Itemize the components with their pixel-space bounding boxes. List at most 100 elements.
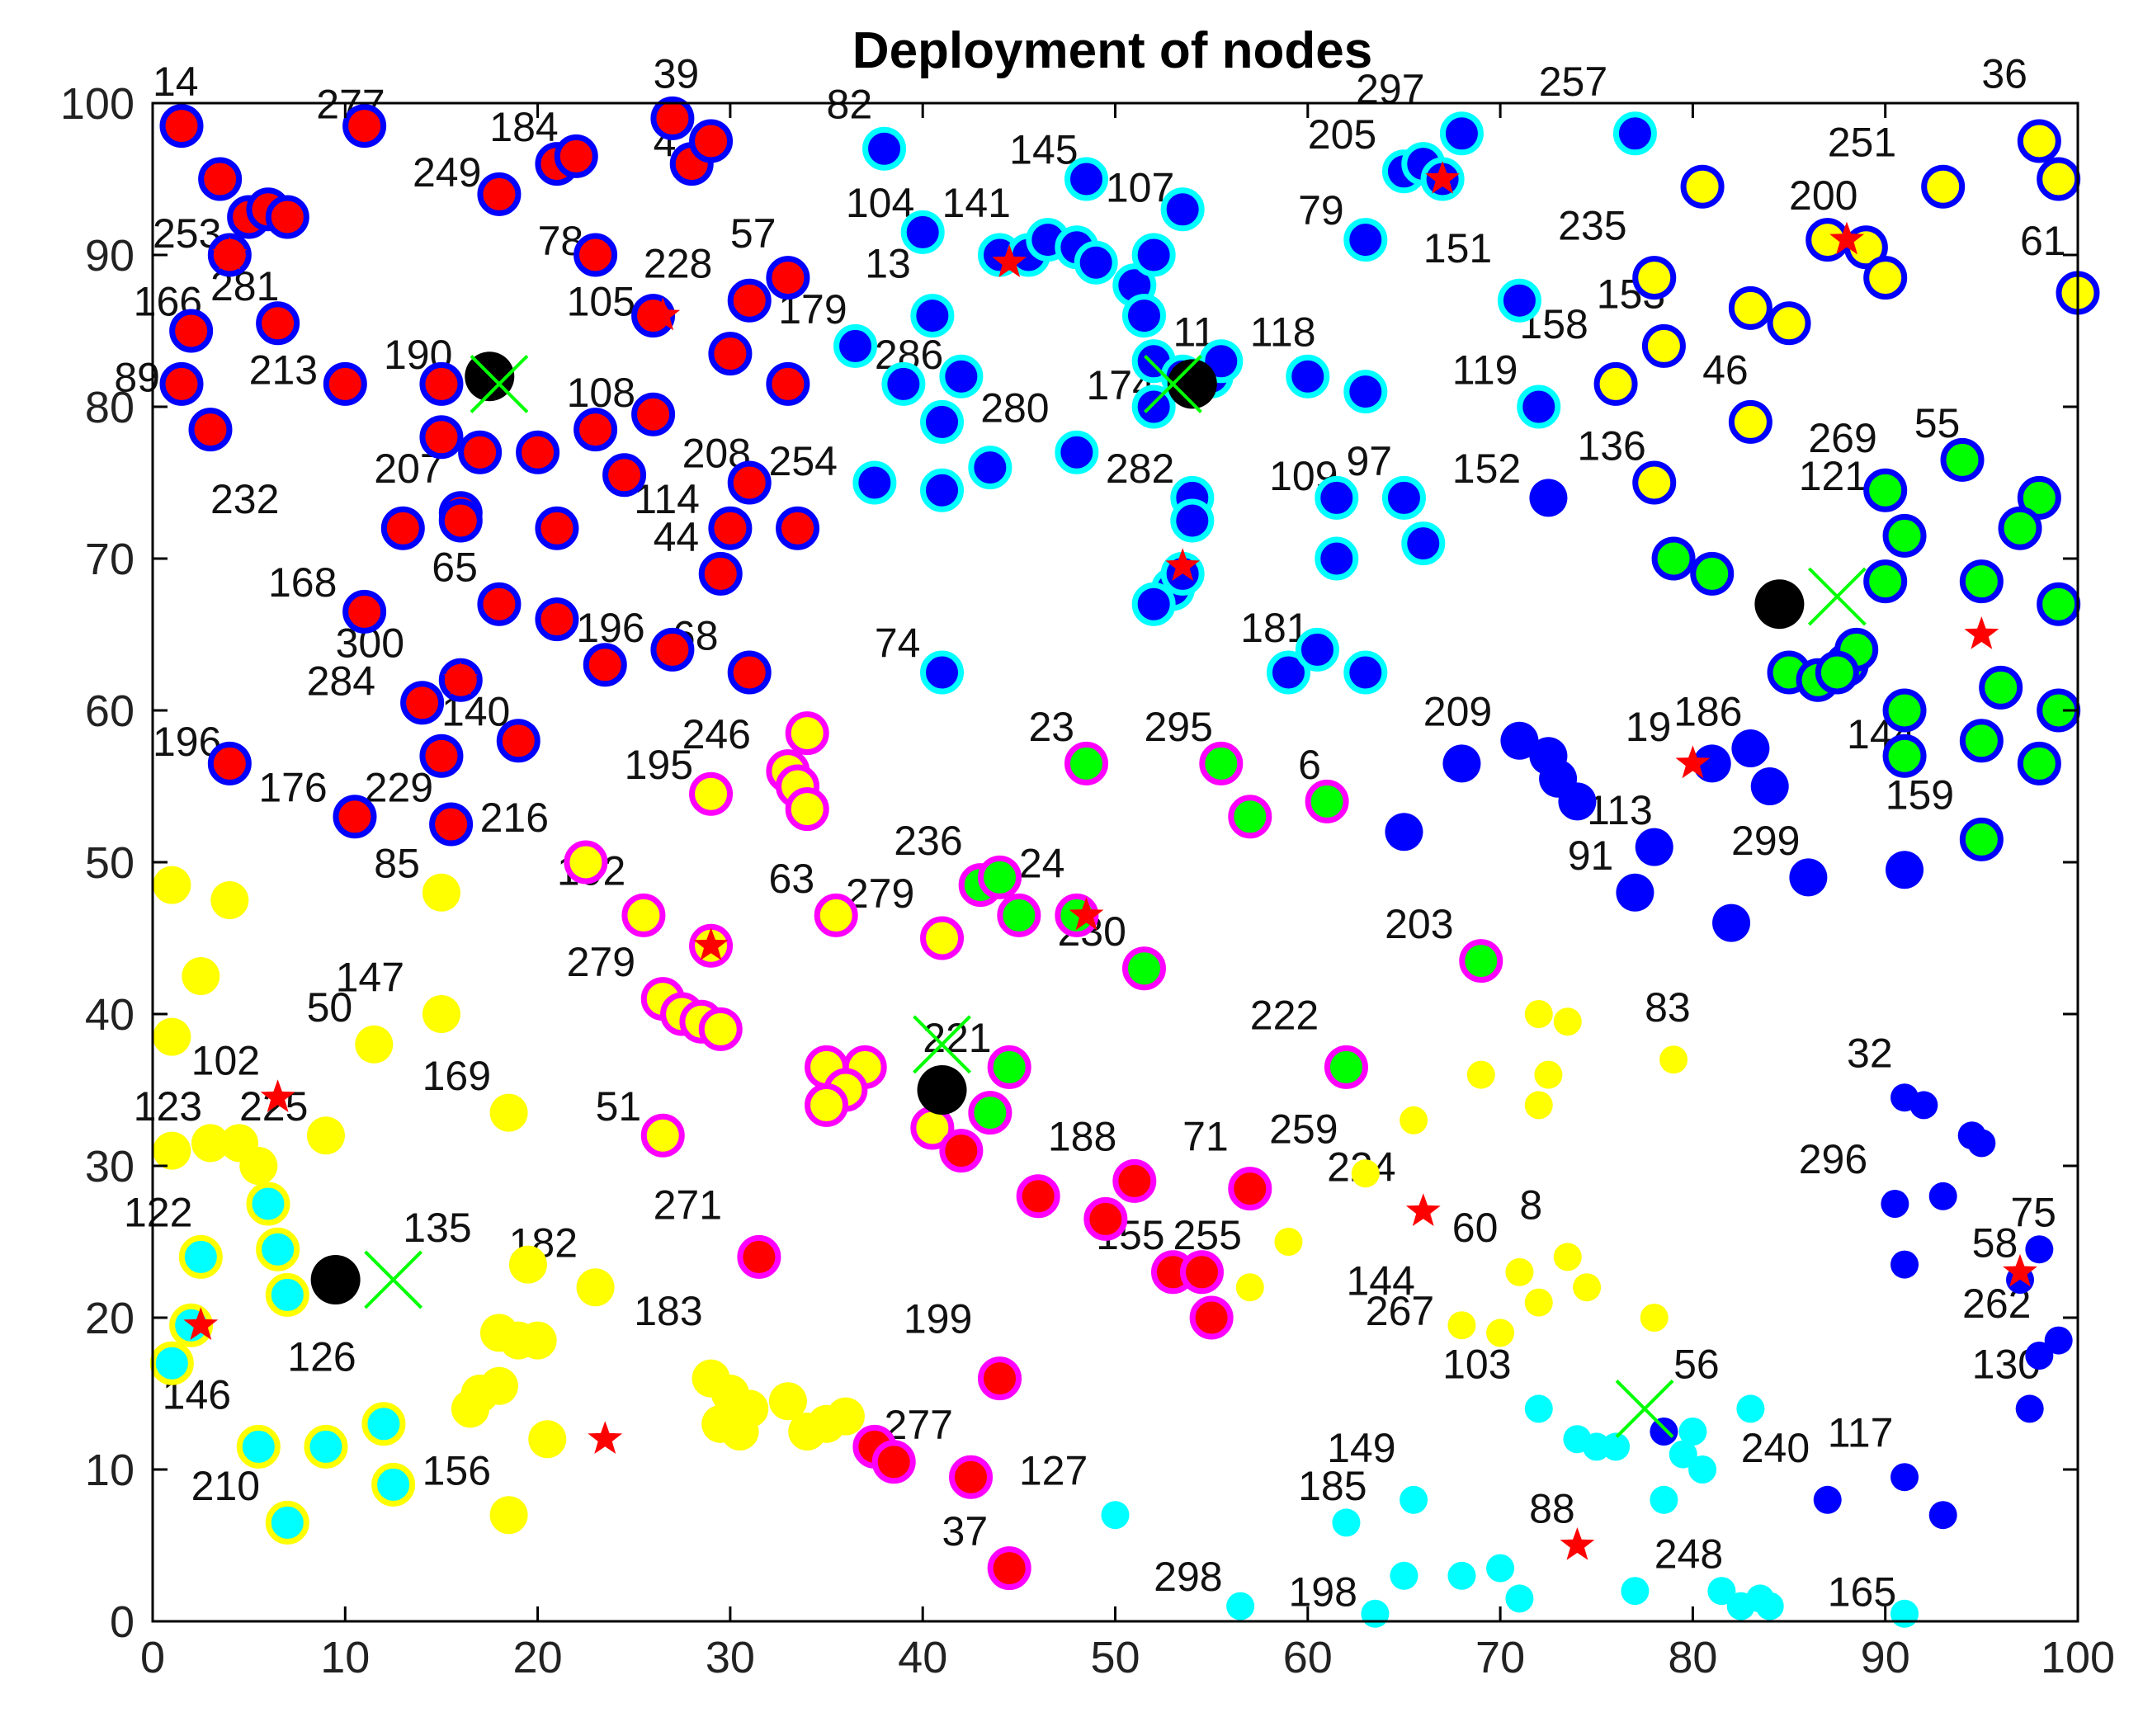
node-label: 141 bbox=[942, 180, 1011, 226]
node-label: 210 bbox=[191, 1463, 260, 1509]
star-marker bbox=[1964, 616, 1999, 649]
cluster-red-magenta-node bbox=[1179, 1250, 1224, 1295]
node-label: 284 bbox=[307, 658, 375, 705]
cluster-green-blue-node bbox=[1959, 719, 2004, 763]
cluster-blue-cyan-node bbox=[1343, 650, 1388, 695]
cluster-yellow-plain-node bbox=[355, 1025, 394, 1064]
cluster-yellow-plain-node bbox=[479, 1366, 518, 1405]
cluster-blue-plain-node bbox=[1692, 744, 1731, 783]
cluster-yellow-blue-node bbox=[1641, 323, 1686, 368]
x-tick-label: 60 bbox=[1283, 1633, 1333, 1682]
cluster-red-node bbox=[159, 104, 204, 149]
cluster-red-node bbox=[342, 589, 387, 634]
cluster-red-magenta-node bbox=[1083, 1196, 1128, 1241]
node-label: 149 bbox=[1327, 1425, 1395, 1471]
cluster-yellow-blue-node bbox=[1728, 399, 1772, 444]
cluster-red-node bbox=[496, 719, 540, 763]
node-label: 118 bbox=[1250, 309, 1316, 355]
cluster-blue-small-node bbox=[1967, 1129, 1996, 1158]
x-tick-label: 100 bbox=[2041, 1633, 2115, 1682]
node-label: 58 bbox=[1972, 1219, 2018, 1266]
cluster-yellow-blue-node bbox=[1593, 361, 1638, 406]
cluster-green-blue-node bbox=[1651, 536, 1696, 581]
node-label: 24 bbox=[1019, 840, 1065, 886]
cluster-blue-cyan-node bbox=[1497, 278, 1541, 323]
cluster-yellow-blue-node bbox=[1632, 256, 1677, 300]
cluster-green-blue-node bbox=[1882, 688, 1927, 733]
x-tick-label: 10 bbox=[320, 1633, 370, 1682]
cluster-blue-cyan-node bbox=[1315, 475, 1359, 520]
cluster-red-node bbox=[535, 597, 579, 642]
cluster-blue-small-node bbox=[1650, 1418, 1678, 1446]
cluster-green-magenta-node bbox=[1305, 779, 1349, 823]
star-marker bbox=[1829, 221, 1864, 255]
x-tick-label: 90 bbox=[1861, 1633, 1910, 1682]
cluster-cyan-yellow-node bbox=[265, 1500, 309, 1545]
x-tick-label: 70 bbox=[1475, 1633, 1525, 1682]
node-label: 295 bbox=[1144, 704, 1212, 750]
cluster-yellow-blue-node bbox=[1728, 285, 1772, 330]
cluster-blue-cyan-node bbox=[910, 294, 955, 338]
node-label: 297 bbox=[1356, 66, 1424, 112]
node-label: 85 bbox=[374, 840, 420, 886]
cluster-red-node bbox=[207, 741, 252, 785]
x-tick-label: 80 bbox=[1668, 1633, 1717, 1682]
cluster-red-magenta-node bbox=[737, 1234, 781, 1279]
cluster-yellow-blue-node bbox=[1767, 301, 1811, 346]
cluster-magenta-node bbox=[785, 711, 829, 756]
cluster-cyan-plain-node bbox=[1621, 1577, 1650, 1606]
cluster-green-blue-node bbox=[1959, 559, 2004, 604]
cluster-cyan-plain-node bbox=[1390, 1561, 1418, 1590]
cluster-blue-small-node bbox=[2015, 1394, 2044, 1423]
cluster-blue-cyan-node bbox=[939, 354, 984, 399]
axes: 0 10 20 30 40 50 60 70 80 90 100 0 10 20 30 40 50 60 70 80 9… bbox=[60, 79, 2115, 1682]
star-marker bbox=[443, 662, 479, 695]
node-label: 269 bbox=[1808, 415, 1876, 461]
cluster-cyan-plain-node bbox=[1226, 1592, 1255, 1620]
node-label: 97 bbox=[1346, 438, 1392, 484]
cluster-red-node bbox=[727, 460, 772, 505]
cluster-magenta-node bbox=[640, 1113, 685, 1158]
star-marker bbox=[1165, 548, 1201, 581]
cluster-cyan-plain-node bbox=[1755, 1592, 1784, 1620]
node-label: 113 bbox=[1587, 787, 1653, 833]
node-label: 186 bbox=[1673, 688, 1742, 734]
cluster-yellow-plain-node bbox=[528, 1420, 567, 1459]
node-label: 75 bbox=[2010, 1190, 2056, 1236]
cluster-magenta-node bbox=[785, 787, 829, 832]
cluster-green-magenta-node bbox=[997, 893, 1041, 937]
cluster-red-node bbox=[766, 361, 810, 406]
node-label: 121 bbox=[1799, 453, 1867, 499]
cluster-blue-small-node bbox=[1890, 1250, 1919, 1279]
cluster-green-blue-node bbox=[1863, 559, 1908, 604]
node-label: 74 bbox=[875, 620, 921, 667]
node-label: 271 bbox=[654, 1182, 722, 1228]
cross-marker bbox=[1144, 354, 1202, 413]
cluster-blue-cyan-node bbox=[900, 210, 945, 254]
cluster-yellow-plain-node bbox=[508, 1245, 547, 1284]
node-label: 168 bbox=[268, 559, 337, 606]
cluster-green-magenta-node bbox=[1121, 946, 1166, 991]
cluster-blue-cyan-node bbox=[1131, 582, 1176, 626]
x-tick-label: 0 bbox=[140, 1633, 165, 1682]
cluster-red-node bbox=[458, 430, 503, 474]
cluster-red-node bbox=[419, 415, 464, 460]
cluster-red-node bbox=[265, 195, 309, 239]
node-label: 213 bbox=[249, 347, 318, 393]
cluster-green-blue-node bbox=[1882, 734, 1927, 778]
cluster-red-node bbox=[535, 506, 579, 550]
cluster-red-node bbox=[766, 256, 810, 300]
cluster-blue-cyan-node bbox=[1295, 627, 1339, 672]
cluster-blue-cyan-node bbox=[1286, 354, 1330, 399]
cluster-green-blue-node bbox=[1815, 650, 1859, 695]
cluster-yellow-plain-node bbox=[191, 1124, 229, 1163]
cluster-yellow-small-node bbox=[1274, 1228, 1303, 1256]
cluster-yellow-small-node bbox=[1447, 1311, 1476, 1340]
node-label: 136 bbox=[1577, 422, 1645, 469]
cluster-green-magenta-node bbox=[1199, 741, 1244, 785]
node-label: 196 bbox=[576, 605, 644, 651]
cluster-red-magenta-node bbox=[1016, 1174, 1060, 1219]
cluster-red-node bbox=[650, 96, 695, 140]
cluster-yellow-plain-node bbox=[489, 1093, 528, 1132]
node-label: 299 bbox=[1731, 818, 1800, 864]
